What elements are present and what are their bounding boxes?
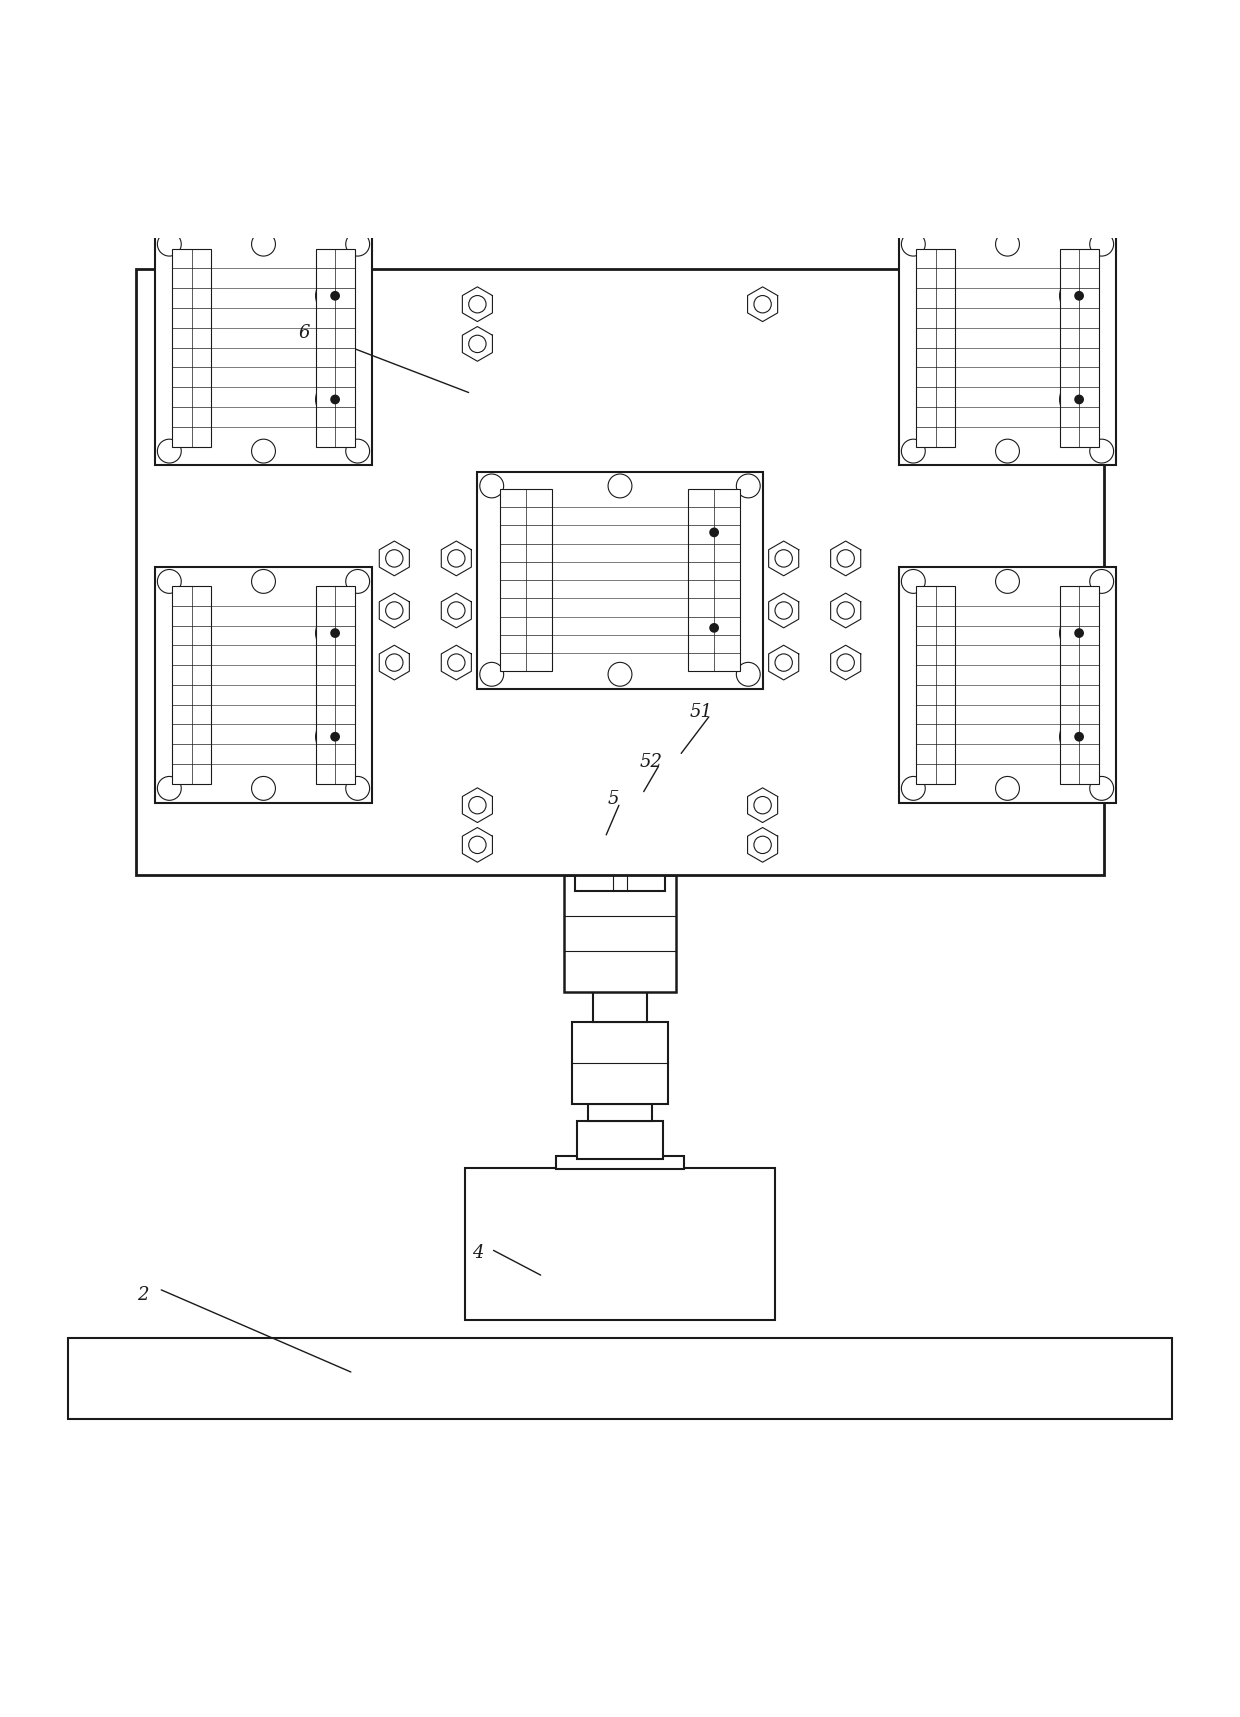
Bar bbox=[1059, 585, 1099, 785]
Text: 6: 6 bbox=[298, 325, 310, 342]
Circle shape bbox=[709, 527, 719, 537]
Bar bbox=[155, 230, 372, 465]
Bar bbox=[588, 1104, 652, 1121]
Bar bbox=[315, 585, 355, 785]
Circle shape bbox=[1074, 628, 1084, 639]
Circle shape bbox=[330, 395, 340, 403]
Text: 5: 5 bbox=[608, 790, 620, 809]
Bar bbox=[172, 249, 211, 446]
Bar bbox=[911, 580, 1104, 790]
Text: 51: 51 bbox=[689, 704, 712, 721]
Bar bbox=[899, 567, 1116, 804]
Bar bbox=[916, 585, 955, 785]
Bar bbox=[564, 874, 676, 992]
Text: 2: 2 bbox=[136, 1286, 149, 1303]
Bar bbox=[577, 1121, 663, 1159]
Bar bbox=[911, 242, 1104, 452]
Bar bbox=[916, 249, 955, 446]
Bar bbox=[136, 270, 1104, 874]
Bar bbox=[500, 489, 552, 671]
Bar bbox=[172, 585, 211, 785]
Bar bbox=[465, 1169, 775, 1320]
Circle shape bbox=[330, 731, 340, 742]
Bar bbox=[155, 567, 372, 804]
Bar bbox=[572, 1022, 668, 1104]
Circle shape bbox=[1074, 290, 1084, 300]
Circle shape bbox=[709, 623, 719, 634]
Bar bbox=[68, 1338, 1172, 1418]
Bar bbox=[315, 249, 355, 446]
Bar bbox=[1059, 249, 1099, 446]
Bar bbox=[593, 992, 647, 1022]
Bar bbox=[491, 484, 749, 675]
Bar bbox=[556, 1156, 684, 1169]
Circle shape bbox=[1074, 395, 1084, 403]
Bar bbox=[899, 230, 1116, 465]
Circle shape bbox=[1074, 731, 1084, 742]
Circle shape bbox=[330, 290, 340, 300]
Circle shape bbox=[330, 628, 340, 639]
Bar bbox=[688, 489, 740, 671]
Text: 3: 3 bbox=[186, 306, 198, 325]
Bar bbox=[575, 874, 665, 891]
Bar bbox=[169, 242, 360, 452]
Text: 4: 4 bbox=[471, 1243, 484, 1262]
Bar bbox=[594, 852, 646, 874]
Text: 52: 52 bbox=[640, 752, 662, 771]
Bar bbox=[477, 472, 763, 689]
Bar bbox=[169, 580, 360, 790]
